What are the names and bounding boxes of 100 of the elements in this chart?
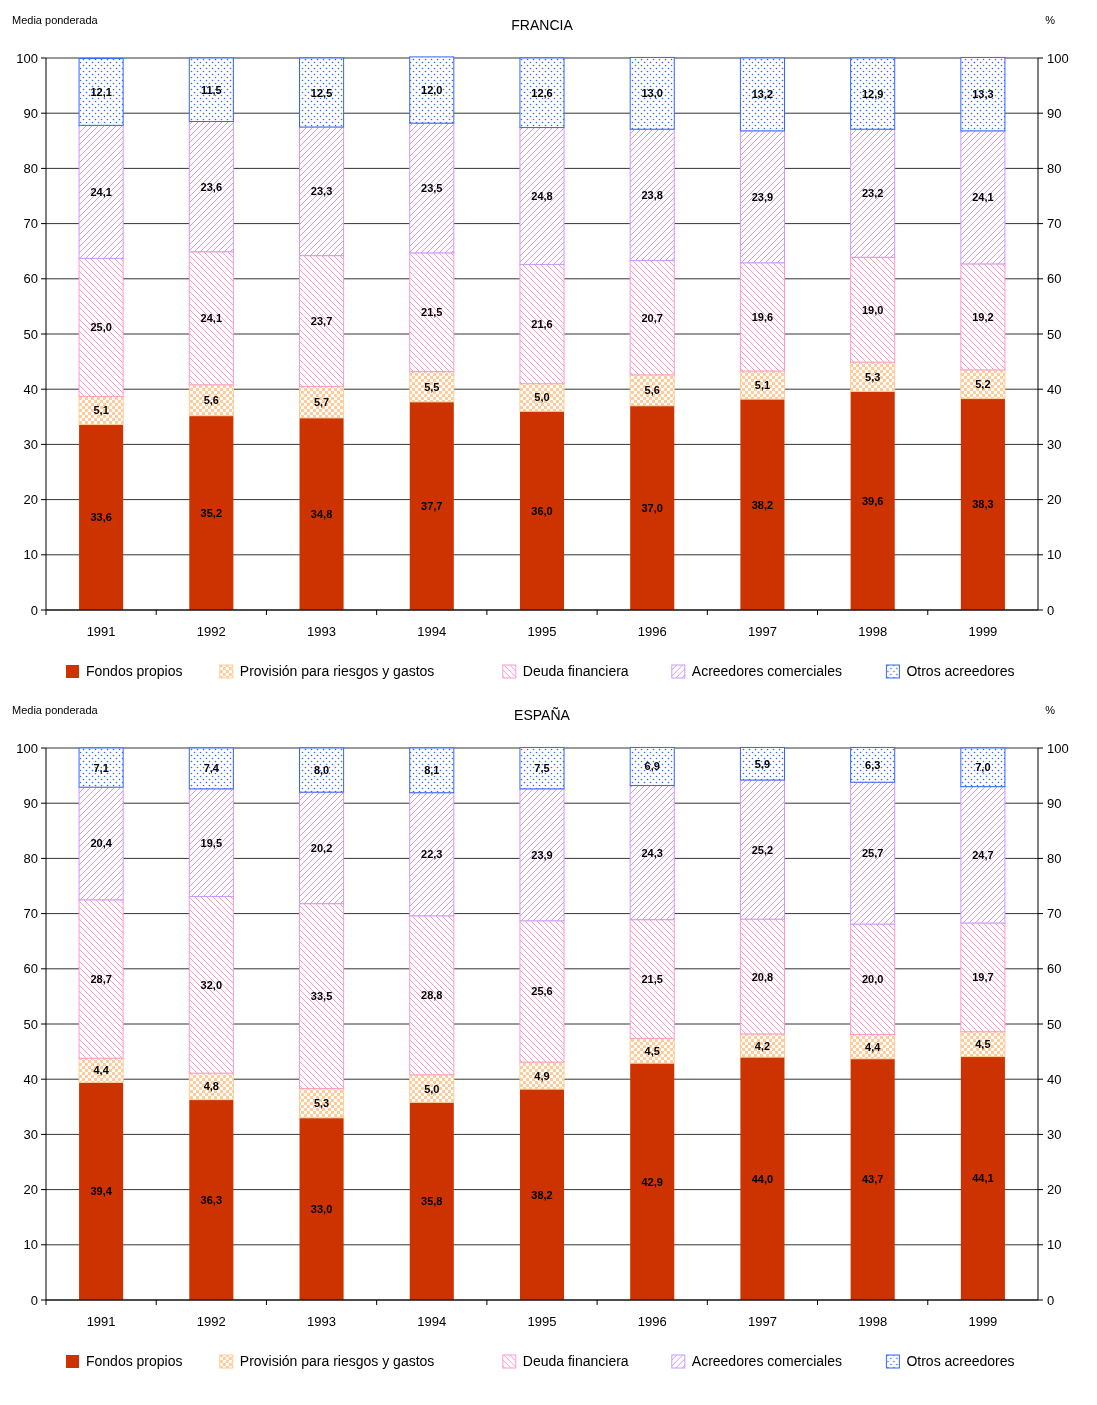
bar: [519, 383, 565, 412]
bar: [850, 923, 896, 1035]
bar: [519, 788, 565, 922]
data-label: 36,3: [200, 1193, 223, 1206]
bar: [850, 781, 896, 925]
y2-tick-label: 40: [1047, 1071, 1062, 1087]
bar: [960, 369, 1006, 400]
bar: [299, 791, 345, 905]
y-tick-label: 10: [23, 1237, 38, 1253]
legend-label: Acreedores comerciales: [691, 663, 842, 679]
y-axis-title: Media ponderada: [12, 14, 99, 26]
bar: [409, 56, 455, 124]
bar: [409, 1074, 455, 1103]
legend-label: Acreedores comerciales: [691, 1353, 842, 1369]
bar: [630, 405, 675, 610]
y-tick-label: 20: [23, 1182, 38, 1198]
y-tick-label: 0: [30, 1292, 38, 1308]
data-label: 13,3: [972, 88, 994, 101]
data-label: 21,5: [421, 306, 443, 319]
bar: [960, 398, 1005, 610]
bar: [409, 747, 455, 794]
data-label: 35,8: [421, 1195, 443, 1208]
y2-tick-label: 90: [1047, 105, 1062, 121]
bar: [299, 747, 345, 793]
bar: [519, 57, 565, 129]
y2-tick-label: 20: [1047, 492, 1062, 508]
y2-tick-label: 40: [1047, 381, 1062, 397]
data-label: 12,5: [310, 86, 333, 99]
data-label: 36,0: [531, 504, 553, 517]
bar: [850, 256, 896, 363]
bar: [960, 786, 1006, 924]
data-label: 33,6: [90, 511, 112, 524]
y-tick-label: 50: [23, 1016, 38, 1032]
data-label: 7,0: [975, 761, 991, 774]
bar: [78, 747, 124, 788]
x-tick-label: 1991: [86, 1314, 116, 1329]
bar: [299, 385, 345, 419]
data-label: 33,5: [310, 990, 333, 1003]
x-tick-label: 1994: [417, 624, 447, 639]
bar: [299, 255, 345, 387]
bar: [409, 252, 455, 373]
bar: [850, 128, 896, 258]
bar: [629, 56, 675, 130]
data-label: 5,1: [93, 404, 109, 417]
data-label: 5,6: [644, 384, 660, 397]
legend-label: Otros acreedores: [906, 1353, 1015, 1369]
bar: [519, 411, 565, 610]
data-label: 12,9: [861, 87, 884, 100]
data-label: 5,7: [313, 396, 330, 409]
bar: [519, 127, 565, 265]
bar: [629, 785, 675, 921]
data-label: 8,1: [424, 764, 440, 777]
data-label: 39,4: [90, 1185, 113, 1198]
y-tick-label: 60: [23, 961, 38, 977]
data-label: 38,3: [972, 498, 994, 511]
data-label: 7,1: [93, 761, 109, 774]
bar: [960, 1031, 1006, 1058]
data-label: 4,5: [644, 1044, 660, 1057]
bar: [519, 1089, 565, 1300]
data-label: 5,0: [534, 391, 550, 404]
y-tick-label: 90: [23, 795, 38, 811]
data-label: 25,6: [531, 985, 553, 998]
data-label: 13,0: [641, 87, 663, 100]
x-tick-label: 1999: [968, 1314, 998, 1329]
y2-tick-label: 10: [1047, 1237, 1062, 1253]
data-label: 23,6: [200, 180, 223, 193]
y2-tick-label: 50: [1047, 326, 1062, 342]
bar: [629, 374, 675, 407]
x-tick-label: 1991: [86, 624, 116, 639]
data-label: 4,4: [865, 1040, 882, 1053]
data-label: 22,3: [421, 848, 443, 861]
bar: [299, 903, 345, 1090]
y2-tick-label: 0: [1047, 1292, 1055, 1308]
bar: [409, 122, 455, 254]
y-tick-label: 90: [23, 105, 38, 121]
bar: [188, 895, 234, 1074]
bar: [960, 56, 1006, 132]
y-tick-label: 40: [23, 1071, 38, 1087]
bar: [79, 424, 124, 610]
bar: [78, 395, 124, 426]
data-label: 23,9: [531, 848, 553, 861]
bar: [188, 57, 234, 122]
y-tick-label: 40: [23, 381, 38, 397]
bar: [78, 899, 124, 1059]
x-tick-label: 1993: [307, 1314, 337, 1329]
data-label: 39,6: [861, 494, 884, 507]
data-label: 20,7: [641, 311, 663, 324]
data-label: 19,7: [972, 971, 994, 984]
data-label: 5,3: [313, 1097, 330, 1110]
bar: [739, 918, 785, 1035]
data-label: 23,5: [421, 182, 443, 194]
bar: [740, 399, 785, 610]
bar: [739, 130, 785, 264]
data-label: 33,0: [310, 1202, 333, 1215]
x-tick-label: 1997: [747, 624, 777, 639]
bar: [739, 746, 785, 781]
y2-tick-label: 100: [1047, 740, 1069, 756]
x-tick-label: 1996: [637, 624, 667, 639]
bar: [630, 1063, 675, 1300]
y2-tick-label: 100: [1047, 50, 1069, 66]
